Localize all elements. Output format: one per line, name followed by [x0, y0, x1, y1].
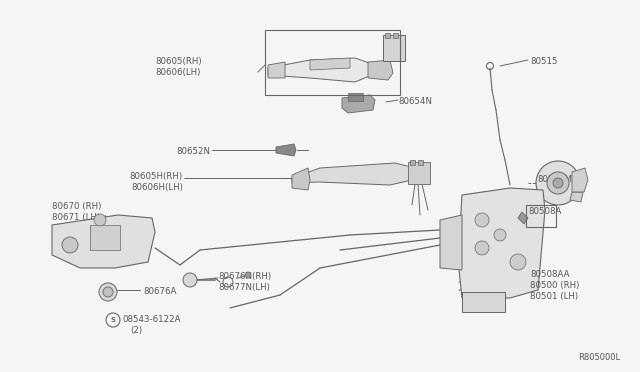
Polygon shape [440, 215, 462, 270]
Circle shape [103, 287, 113, 297]
Text: 80652N: 80652N [176, 147, 210, 156]
Text: 80501 (LH): 80501 (LH) [530, 292, 578, 301]
Circle shape [62, 237, 78, 253]
Text: 08543-6122A: 08543-6122A [122, 315, 180, 324]
Polygon shape [276, 144, 296, 156]
Bar [418, 160, 423, 165]
Circle shape [99, 283, 117, 301]
Polygon shape [292, 168, 310, 190]
Text: 80677N(LH): 80677N(LH) [218, 283, 270, 292]
Bar [348, 93, 363, 101]
Bar [410, 160, 415, 165]
Text: S: S [111, 317, 115, 323]
Circle shape [536, 161, 580, 205]
Polygon shape [462, 292, 505, 312]
Text: 80515: 80515 [530, 57, 557, 66]
Polygon shape [268, 58, 375, 82]
Bar [408, 162, 430, 184]
Polygon shape [292, 163, 415, 185]
Circle shape [510, 254, 526, 270]
Text: 80570M: 80570M [537, 175, 572, 184]
Circle shape [553, 178, 563, 188]
Circle shape [94, 214, 106, 226]
Polygon shape [368, 60, 393, 80]
Polygon shape [268, 62, 285, 78]
Text: 80670 (RH): 80670 (RH) [52, 202, 101, 211]
Text: 80508AA: 80508AA [530, 270, 570, 279]
Bar [383, 35, 405, 61]
Bar [90, 225, 120, 250]
Polygon shape [52, 215, 155, 268]
Polygon shape [570, 192, 583, 202]
Text: 80654N: 80654N [398, 97, 432, 106]
Bar [393, 33, 398, 38]
Circle shape [475, 241, 489, 255]
Text: 80606H(LH): 80606H(LH) [131, 183, 183, 192]
Text: 80676A: 80676A [143, 287, 177, 296]
Circle shape [245, 272, 251, 278]
Text: 80605H(RH): 80605H(RH) [130, 172, 183, 181]
Bar [265, 30, 400, 95]
Text: (2): (2) [130, 326, 142, 335]
Text: 80500 (RH): 80500 (RH) [530, 281, 579, 290]
Polygon shape [458, 188, 545, 298]
Text: 80671 (LH): 80671 (LH) [52, 213, 100, 222]
Polygon shape [342, 95, 375, 113]
Polygon shape [572, 168, 588, 192]
Text: 80676N(RH): 80676N(RH) [218, 272, 271, 281]
Text: 80606(LH): 80606(LH) [155, 68, 200, 77]
Polygon shape [310, 58, 350, 70]
Text: 80508A: 80508A [528, 207, 561, 216]
Text: 80605(RH): 80605(RH) [155, 57, 202, 66]
Text: R805000L: R805000L [578, 353, 620, 362]
Circle shape [475, 213, 489, 227]
Bar [526, 205, 556, 227]
Polygon shape [518, 212, 528, 224]
Bar [385, 33, 390, 38]
Circle shape [494, 229, 506, 241]
Circle shape [547, 172, 569, 194]
Circle shape [183, 273, 197, 287]
